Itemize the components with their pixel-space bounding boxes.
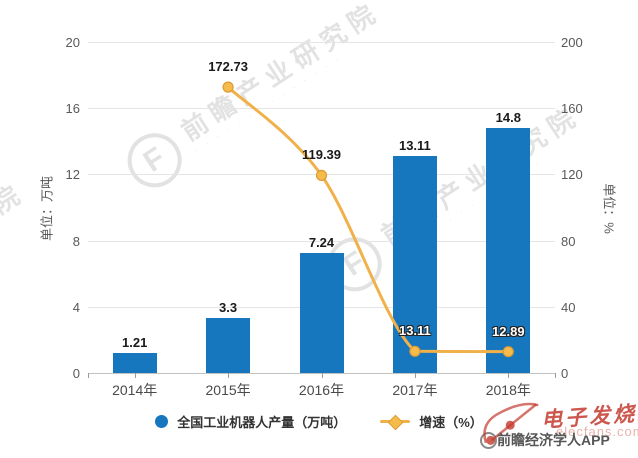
y-axis-tick-label-right: 160 [561, 101, 583, 117]
axis-tick [508, 373, 510, 378]
axis-tick [134, 373, 136, 378]
x-axis-label: 2015年 [205, 382, 251, 398]
bar-series-marker-icon [155, 415, 169, 428]
axis-tick [228, 373, 230, 378]
y-axis-tick-label-right: 200 [561, 35, 583, 50]
source-app-label: 前瞻经济学人APP [497, 432, 610, 448]
axis-tick [555, 373, 556, 378]
line-series-marker-icon [380, 414, 411, 431]
elecfans-logo-icon [483, 402, 539, 445]
x-axis-label: 2018年 [485, 382, 531, 398]
grid-line [88, 240, 555, 242]
axis-tick [88, 373, 89, 378]
y-axis-tick-label-right: 0 [561, 366, 569, 381]
y-axis-tick-label-right: 40 [561, 299, 576, 315]
line-value-label: 13.11 [398, 323, 431, 339]
x-axis-label: 2016年 [298, 382, 345, 398]
app-logo-icon [480, 432, 497, 449]
y-axis-tick-label-left: 8 [72, 233, 80, 249]
bar-value-label: 3.3 [219, 300, 238, 316]
legend-item-production: 全国工业机器人产量（万吨） [155, 412, 346, 431]
x-axis-label: 2014年 [112, 382, 158, 398]
line-value-label: 119.39 [301, 147, 342, 163]
y-axis-tick-label-left: 20 [65, 35, 80, 50]
grid-line [88, 42, 555, 43]
y-axis-tick-label-right: 80 [561, 233, 576, 249]
elecfans-domain-text: elecfans.com [556, 424, 638, 439]
grid-line [88, 108, 555, 110]
legend: 全国工业机器人产量（万吨） 增速（%） [0, 412, 638, 431]
y-axis-tick-label-left: 0 [72, 366, 80, 381]
bar [392, 156, 437, 373]
bar-value-label: 1.21 [122, 334, 148, 350]
line-point [315, 169, 328, 182]
y-axis-tick-label-left: 16 [65, 101, 80, 117]
bar-value-label: 7.24 [308, 235, 335, 251]
line-value-label: 172.73 [208, 59, 248, 75]
bar-value-label: 14.8 [495, 110, 521, 126]
legend-label-growth: 增速（%） [419, 415, 483, 430]
bar [299, 253, 344, 373]
bar [112, 352, 157, 373]
y-axis-tick-label-left: 12 [65, 167, 80, 183]
legend-label-production: 全国工业机器人产量（万吨） [177, 415, 347, 430]
bar [486, 128, 531, 373]
x-axis-label: 2017年 [392, 382, 438, 398]
growth-line [227, 86, 509, 354]
line-point [409, 345, 421, 357]
bar [206, 318, 251, 373]
y-axis-tick-label-right: 120 [561, 167, 583, 183]
axis-tick [414, 373, 416, 378]
line-point [222, 81, 234, 93]
axis-tick [321, 373, 323, 378]
bar-value-label: 13.11 [398, 138, 431, 154]
line-point [502, 346, 514, 358]
y-axis-tick-label-left: 4 [72, 299, 80, 315]
legend-item-growth: 增速（%） [380, 412, 483, 431]
line-value-label: 12.89 [492, 323, 525, 339]
